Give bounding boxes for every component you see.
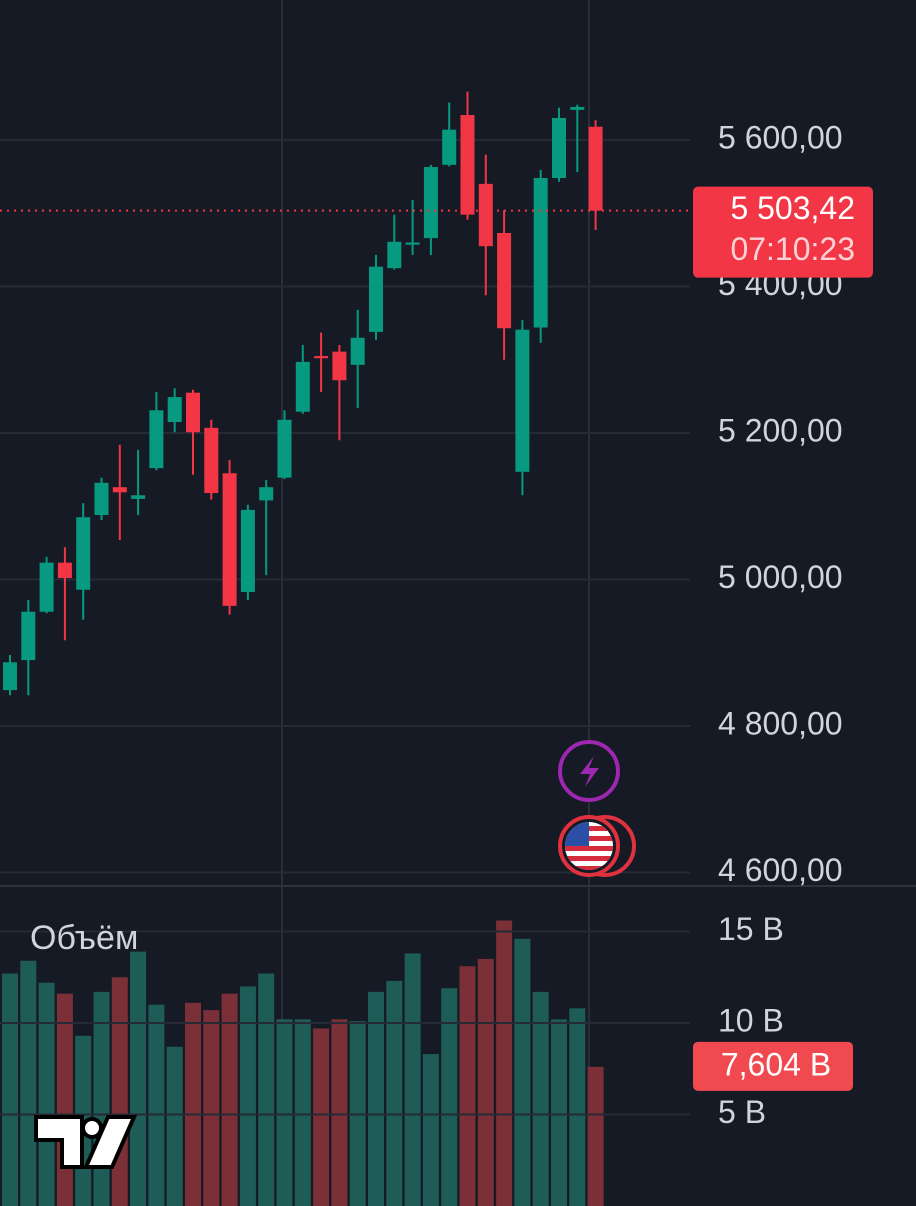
y-tick-label: 4 600,00 (718, 852, 843, 888)
volume-bar (221, 993, 238, 1206)
candle-body (588, 126, 603, 211)
volume-bar (587, 1066, 604, 1206)
volume-bar (276, 1019, 293, 1206)
volume-bar (496, 920, 513, 1206)
volume-bar (93, 991, 110, 1206)
last-volume-label: 7,604 B (721, 1046, 831, 1082)
candle-body (112, 487, 127, 493)
candle-body (94, 482, 109, 516)
candle-body (570, 106, 585, 110)
candle-body (204, 427, 219, 494)
candle-body (515, 329, 530, 472)
candle-body (295, 361, 310, 412)
volume-bar (166, 1046, 183, 1206)
candle-body (552, 117, 566, 179)
volume-bar (514, 938, 531, 1206)
last-price-label: 5 503,42 (730, 190, 855, 226)
volume-bar (258, 973, 275, 1206)
candle-body (405, 242, 420, 245)
last-volume-box (693, 1041, 853, 1091)
y-tick-label: 5 200,00 (718, 412, 843, 448)
candle-body (277, 419, 292, 478)
volume-bar (386, 980, 403, 1206)
volume-bar (441, 988, 458, 1206)
event-icons (558, 740, 636, 877)
candle-body (149, 410, 164, 469)
last-price-box (693, 186, 873, 278)
volume-bar (56, 993, 73, 1206)
volume-bar (532, 991, 549, 1206)
y-tick-label: 5 B (718, 1094, 766, 1130)
volume-bar (551, 1019, 567, 1206)
y-tick-label: 15 B (718, 911, 784, 947)
volume-bar (203, 1010, 220, 1206)
candle-body (369, 266, 383, 332)
candle-body (442, 129, 457, 165)
y-tick-label: 10 B (718, 1002, 784, 1038)
volume-bar (331, 1019, 348, 1206)
volume-bar (38, 982, 55, 1206)
volume-bar (111, 977, 128, 1206)
candle-body (387, 241, 402, 269)
volume-bar (148, 1004, 165, 1206)
candle-body (222, 473, 237, 606)
countdown-label: 07:10:23 (730, 231, 855, 267)
tradingview-logo (34, 1115, 138, 1169)
volume-bar (294, 1019, 311, 1206)
candle-body (131, 495, 146, 499)
volume-bar (313, 1028, 330, 1206)
plot-layer: 4 600,004 800,005 000,005 200,005 400,00… (0, 91, 873, 1206)
candle-body (332, 351, 347, 381)
volume-title: Объём (30, 919, 138, 957)
volume-bars (2, 920, 604, 1206)
candle-body (57, 562, 72, 579)
volume-bar (422, 1054, 439, 1206)
candle-body (240, 509, 255, 592)
candle-body (350, 337, 365, 365)
volume-bar (459, 966, 476, 1206)
volume-bar (477, 958, 494, 1206)
candle-body (423, 167, 438, 239)
y-tick-label: 4 800,00 (718, 705, 843, 741)
candle-body (76, 517, 91, 590)
volume-bar (130, 951, 147, 1206)
candle-body (21, 611, 36, 661)
candle-body (39, 562, 54, 612)
candle-body (167, 397, 182, 422)
candle-body (478, 183, 493, 247)
candle-body (533, 178, 548, 328)
y-tick-label: 5 600,00 (718, 119, 843, 155)
candle-body (186, 392, 200, 433)
candle-body (460, 115, 475, 215)
lightning-icon (580, 756, 599, 787)
candle-body (314, 356, 329, 359)
y-tick-label: 5 000,00 (718, 559, 843, 595)
volume-bar (239, 986, 256, 1206)
candle-body (497, 232, 512, 329)
candle-body (259, 487, 274, 501)
volume-bar (2, 973, 18, 1206)
volume-bar (20, 960, 37, 1206)
volume-bar (404, 953, 421, 1206)
volume-bar (368, 991, 384, 1206)
volume-bar (569, 1008, 586, 1206)
logo-part (34, 1115, 84, 1169)
logo-part (82, 1115, 138, 1169)
candle-body (3, 662, 17, 691)
volume-bar (185, 1002, 201, 1206)
